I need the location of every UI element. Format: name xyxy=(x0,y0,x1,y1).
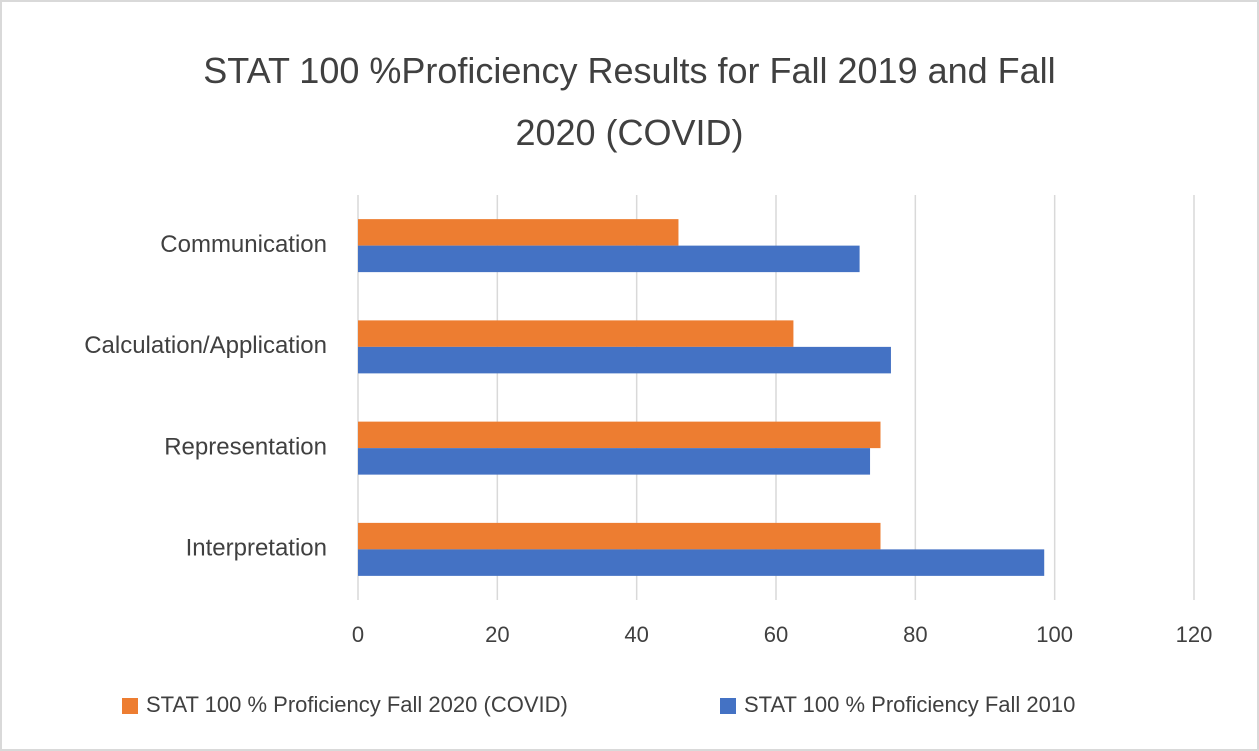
x-tick-label: 60 xyxy=(764,622,788,647)
bar xyxy=(358,320,794,347)
x-tick-label: 100 xyxy=(1036,622,1073,647)
bar xyxy=(358,219,679,246)
x-tick-label: 0 xyxy=(352,622,364,647)
y-tick-label: Interpretation xyxy=(186,535,327,562)
bar xyxy=(358,549,1045,576)
y-tick-label: Calculation/Application xyxy=(84,332,327,359)
x-tick-label: 120 xyxy=(1176,622,1213,647)
x-tick-label: 80 xyxy=(903,622,927,647)
bar xyxy=(358,421,881,449)
legend-label: STAT 100 % Proficiency Fall 2020 (COVID) xyxy=(146,692,568,717)
x-tick-label: 20 xyxy=(485,622,509,647)
y-tick-label: Communication xyxy=(160,231,327,258)
x-tick-label: 40 xyxy=(624,622,648,647)
legend-swatch xyxy=(122,698,138,714)
bar xyxy=(358,448,871,475)
legend-label: STAT 100 % Proficiency Fall 2010 xyxy=(744,692,1075,717)
bar xyxy=(358,346,891,374)
y-tick-label: Representation xyxy=(164,433,327,460)
bar xyxy=(358,245,860,273)
bar xyxy=(358,522,881,550)
chart-title: STAT 100 %Proficiency Results for Fall 2… xyxy=(203,50,1056,153)
legend-swatch xyxy=(720,698,736,714)
